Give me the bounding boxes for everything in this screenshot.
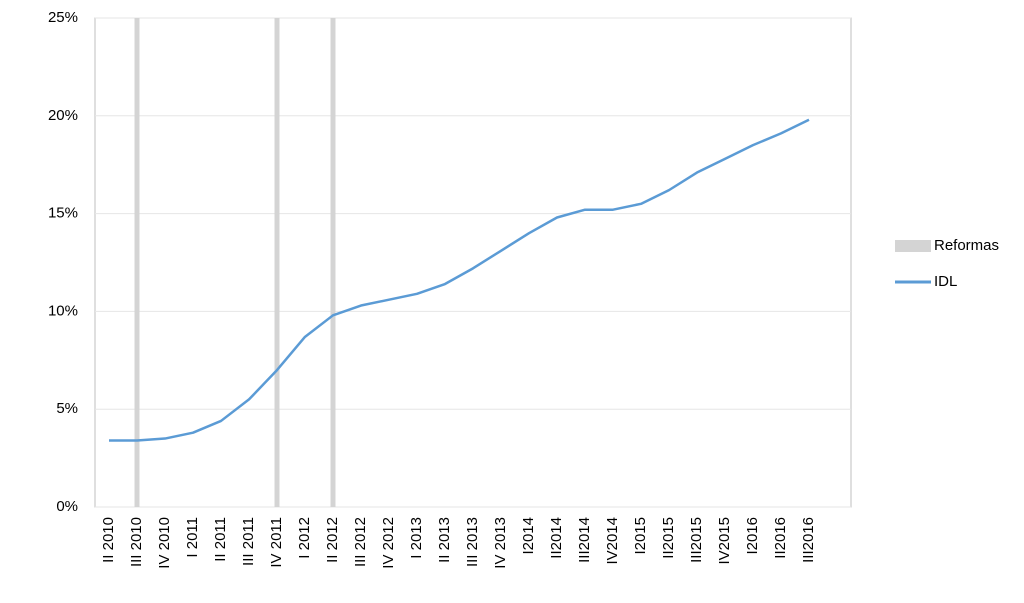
x-tick-label: IV 2012 [380,517,397,569]
y-tick-label: 0% [56,498,78,515]
x-tick-label: II2016 [772,517,789,559]
x-tick-label: I2016 [744,517,761,555]
x-tick-label: III2016 [800,517,817,563]
x-tick-label: III 2012 [352,517,369,567]
y-tick-label: 10% [48,302,78,319]
x-tick-label: II2015 [660,517,677,559]
x-tick-label: I 2011 [184,517,201,558]
x-tick-label: II2014 [548,517,565,559]
x-tick-label: III2015 [688,517,705,563]
y-tick-label: 5% [56,400,78,417]
x-tick-label: II 2012 [324,517,341,563]
bar [134,18,140,507]
x-tick-label: IV 2011 [268,517,285,568]
x-tick-label: I 2013 [408,517,425,559]
y-tick-label: 25% [48,9,78,26]
y-tick-label: 15% [48,205,78,222]
x-tick-label: I2015 [632,517,649,555]
x-tick-label: II 2010 [100,517,117,563]
x-tick-label: IV2014 [604,517,621,565]
x-tick-label: III 2011 [240,517,257,566]
bar [330,18,336,507]
line [109,118,810,442]
bar [274,18,280,507]
legend-swatch [895,240,931,252]
plot-area [94,17,852,508]
x-tick-label: III 2013 [464,517,481,567]
legend-label: IDL [934,273,957,290]
x-tick-label: I 2012 [296,517,313,559]
x-tick-label: I2014 [520,517,537,555]
x-tick-label: IV2015 [716,517,733,565]
x-tick-label: IV 2013 [492,517,509,569]
legend-label: Reformas [934,237,999,254]
x-tick-label: IV 2010 [156,517,173,569]
x-tick-label: II 2013 [436,517,453,563]
x-tick-label: II 2011 [212,517,229,562]
y-tick-label: 20% [48,107,78,124]
x-tick-label: III2014 [576,517,593,563]
x-tick-label: III 2010 [128,517,145,567]
